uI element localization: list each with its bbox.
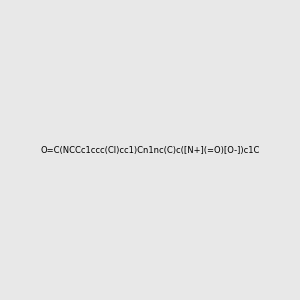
Text: O=C(NCCc1ccc(Cl)cc1)Cn1nc(C)c([N+](=O)[O-])c1C: O=C(NCCc1ccc(Cl)cc1)Cn1nc(C)c([N+](=O)[O…	[40, 146, 260, 154]
